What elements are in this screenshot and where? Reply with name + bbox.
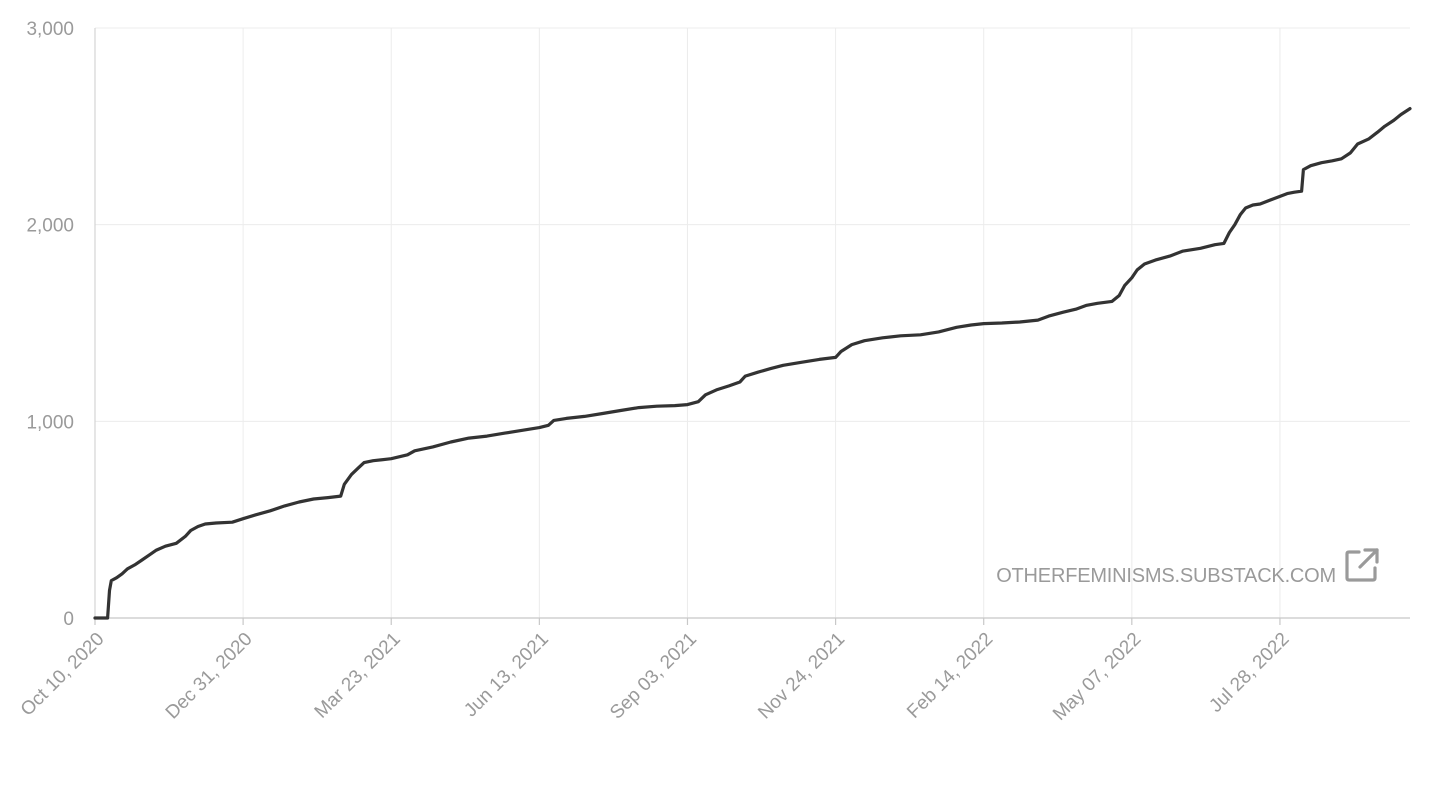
x-tick-labels: Oct 10, 2020 Dec 31, 2020 Mar 23, 2021 Jun … xyxy=(17,629,1294,725)
x-tick-label: Jul 28, 2022 xyxy=(1205,629,1293,717)
watermark-text[interactable]: OTHERFEMINISMS.SUBSTACK.COM xyxy=(996,565,1336,587)
series-line xyxy=(93,107,1412,620)
grid-lines xyxy=(94,27,1410,625)
x-tick-label: Sep 03, 2021 xyxy=(606,629,701,724)
series-group xyxy=(93,107,1412,620)
y-tick-labels: 0 1,000 2,000 3,000 xyxy=(26,19,74,630)
y-tick-label: 2,000 xyxy=(26,216,74,237)
x-tick-label: Mar 23, 2021 xyxy=(311,629,405,723)
x-tick-label: Jun 13, 2021 xyxy=(460,629,553,722)
axes xyxy=(94,28,1410,619)
x-tick-label: Dec 31, 2020 xyxy=(162,629,257,724)
y-tick-label: 1,000 xyxy=(26,412,74,433)
x-tick-label: Feb 14, 2022 xyxy=(903,629,997,723)
x-tick-label: Oct 10, 2020 xyxy=(17,629,109,721)
watermark[interactable]: OTHERFEMINISMS.SUBSTACK.COM xyxy=(996,548,1379,587)
external-link-icon[interactable] xyxy=(1345,548,1379,582)
x-tick-label: Nov 24, 2021 xyxy=(754,629,849,724)
x-tick-label: May 07, 2022 xyxy=(1049,629,1145,725)
y-tick-label: 0 xyxy=(63,609,74,630)
y-tick-label: 3,000 xyxy=(26,19,74,40)
